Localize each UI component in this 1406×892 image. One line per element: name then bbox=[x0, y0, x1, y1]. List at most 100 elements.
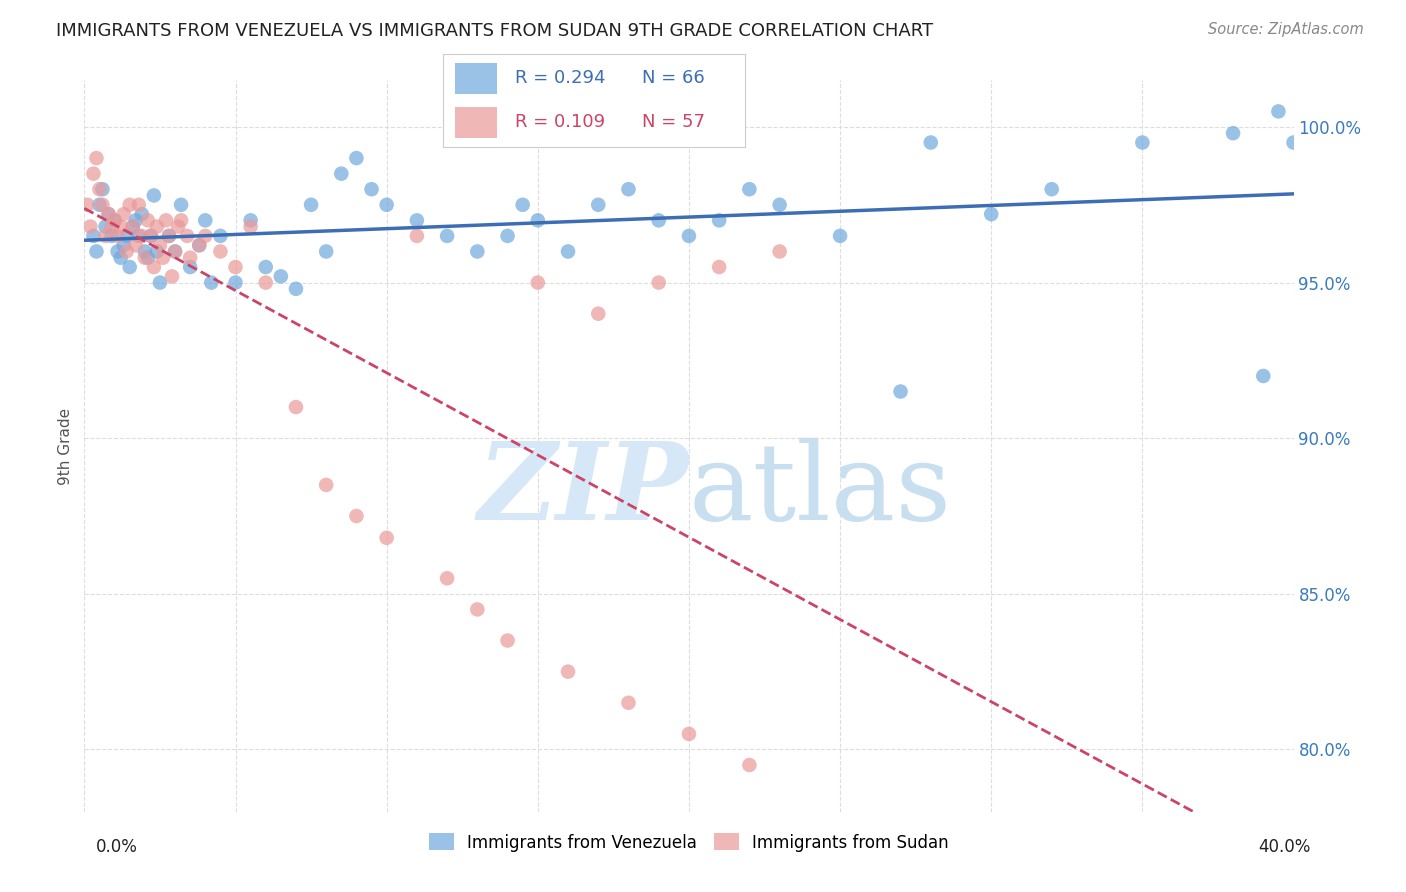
Point bbox=[104, 213, 127, 227]
Point bbox=[89, 182, 111, 196]
Point bbox=[346, 509, 368, 524]
Point bbox=[299, 198, 322, 212]
Point bbox=[89, 198, 111, 212]
Point bbox=[678, 228, 700, 243]
Point bbox=[1282, 136, 1305, 150]
Point bbox=[94, 228, 117, 243]
Point bbox=[375, 198, 398, 212]
Text: IMMIGRANTS FROM VENEZUELA VS IMMIGRANTS FROM SUDAN 9TH GRADE CORRELATION CHART: IMMIGRANTS FROM VENEZUELA VS IMMIGRANTS … bbox=[56, 22, 934, 40]
Bar bbox=[456, 63, 498, 94]
Point bbox=[406, 228, 429, 243]
Point bbox=[1040, 182, 1063, 196]
Point bbox=[142, 188, 165, 202]
Point bbox=[1253, 368, 1275, 383]
Point bbox=[160, 269, 183, 284]
Point bbox=[167, 219, 190, 234]
Point bbox=[239, 219, 262, 234]
Point bbox=[830, 228, 852, 243]
Point bbox=[588, 198, 610, 212]
Point bbox=[890, 384, 912, 399]
Legend: Immigrants from Venezuela, Immigrants from Sudan: Immigrants from Venezuela, Immigrants fr… bbox=[422, 827, 956, 858]
Point bbox=[617, 696, 640, 710]
Point bbox=[100, 219, 122, 234]
Point bbox=[139, 228, 162, 243]
Point bbox=[617, 182, 640, 196]
Point bbox=[709, 213, 731, 227]
Point bbox=[557, 665, 579, 679]
Point bbox=[112, 207, 135, 221]
Point bbox=[769, 198, 792, 212]
Point bbox=[146, 219, 169, 234]
Point bbox=[360, 182, 382, 196]
Point bbox=[107, 228, 129, 243]
Point bbox=[76, 198, 98, 212]
Text: 40.0%: 40.0% bbox=[1258, 838, 1310, 855]
Point bbox=[110, 219, 132, 234]
Point bbox=[115, 228, 138, 243]
Point bbox=[107, 244, 129, 259]
Point bbox=[139, 228, 162, 243]
Point bbox=[920, 136, 942, 150]
Point bbox=[225, 276, 247, 290]
Point bbox=[709, 260, 731, 274]
Point bbox=[315, 244, 337, 259]
Point bbox=[112, 238, 135, 252]
Point bbox=[285, 400, 308, 414]
Text: Source: ZipAtlas.com: Source: ZipAtlas.com bbox=[1208, 22, 1364, 37]
Point bbox=[82, 167, 104, 181]
Point bbox=[149, 238, 172, 252]
Point bbox=[97, 207, 120, 221]
Point bbox=[980, 207, 1002, 221]
Point bbox=[118, 260, 141, 274]
Point bbox=[100, 228, 122, 243]
Point bbox=[136, 251, 159, 265]
Point bbox=[375, 531, 398, 545]
Point bbox=[254, 276, 277, 290]
Point bbox=[769, 244, 792, 259]
Point bbox=[209, 228, 232, 243]
Point bbox=[165, 244, 187, 259]
Point bbox=[330, 167, 353, 181]
Point bbox=[588, 307, 610, 321]
Point bbox=[104, 213, 127, 227]
Point bbox=[110, 251, 132, 265]
Point bbox=[97, 207, 120, 221]
Point bbox=[149, 276, 172, 290]
Text: atlas: atlas bbox=[689, 437, 952, 542]
Text: 0.0%: 0.0% bbox=[96, 838, 138, 855]
Point bbox=[194, 213, 217, 227]
Point bbox=[134, 244, 156, 259]
Point bbox=[152, 251, 174, 265]
Text: N = 57: N = 57 bbox=[643, 113, 706, 131]
Point bbox=[121, 219, 143, 234]
Point bbox=[125, 238, 148, 252]
Point bbox=[557, 244, 579, 259]
Point bbox=[239, 213, 262, 227]
Point bbox=[285, 282, 308, 296]
Point bbox=[496, 633, 519, 648]
Point bbox=[1132, 136, 1154, 150]
Point bbox=[91, 198, 114, 212]
Point bbox=[170, 213, 193, 227]
Point bbox=[1222, 126, 1244, 140]
Point bbox=[82, 228, 104, 243]
Point bbox=[406, 213, 429, 227]
Point bbox=[270, 269, 292, 284]
Point bbox=[254, 260, 277, 274]
Point bbox=[121, 219, 143, 234]
Point bbox=[436, 571, 458, 585]
Point bbox=[209, 244, 232, 259]
Point bbox=[346, 151, 368, 165]
Point bbox=[157, 228, 180, 243]
Point bbox=[678, 727, 700, 741]
Point bbox=[648, 276, 671, 290]
Point bbox=[136, 213, 159, 227]
Point bbox=[86, 151, 108, 165]
Point bbox=[146, 244, 169, 259]
Point bbox=[128, 198, 150, 212]
Point bbox=[115, 244, 138, 259]
Bar bbox=[456, 107, 498, 138]
Point bbox=[118, 198, 141, 212]
Point bbox=[188, 238, 211, 252]
Point bbox=[738, 758, 761, 772]
